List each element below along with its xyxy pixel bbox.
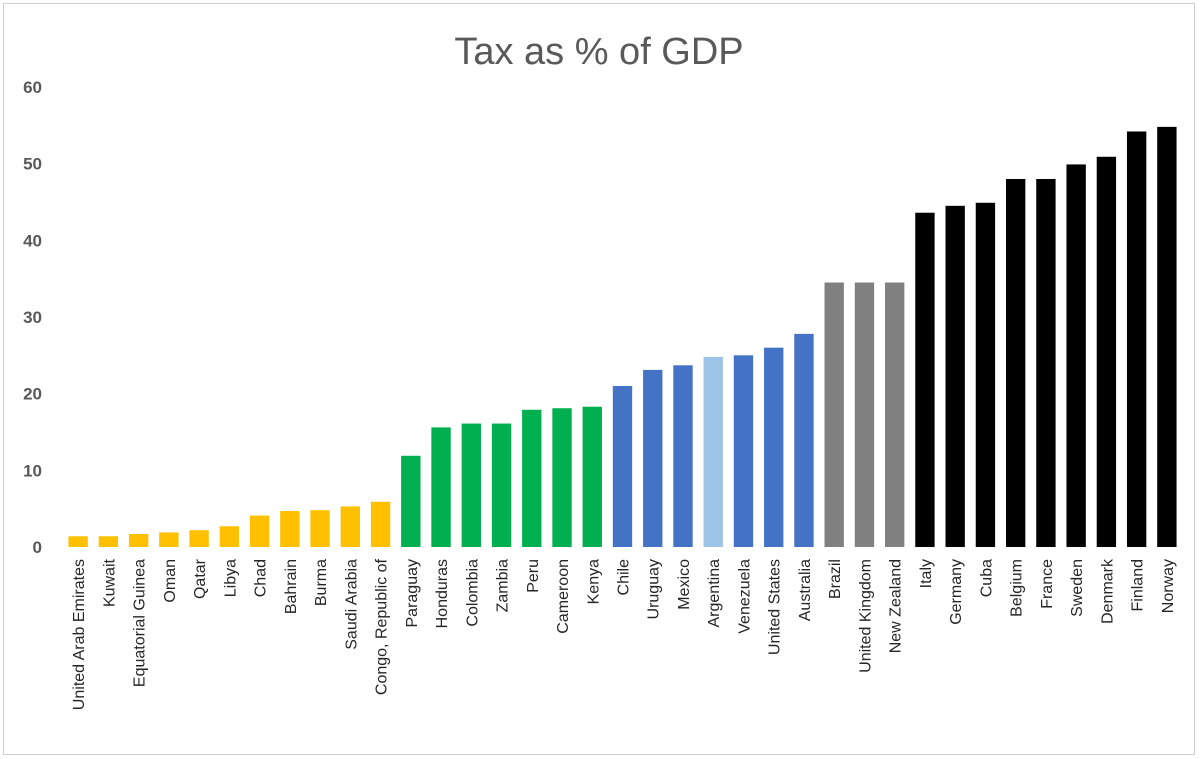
bar bbox=[522, 409, 542, 547]
x-tick-label: Paraguay bbox=[404, 559, 421, 628]
bar bbox=[249, 515, 270, 547]
bar bbox=[68, 536, 88, 547]
chart-title: Tax as % of GDP bbox=[454, 31, 743, 73]
y-tick-label: 60 bbox=[23, 78, 42, 97]
x-tick-label: Peru bbox=[525, 559, 542, 593]
x-tick-label: Colombia bbox=[464, 559, 481, 627]
bar bbox=[915, 212, 935, 548]
y-tick-label: 0 bbox=[33, 538, 42, 557]
bar bbox=[280, 510, 300, 547]
bar bbox=[189, 530, 209, 547]
bar bbox=[370, 501, 391, 547]
bar bbox=[1005, 179, 1026, 547]
bar bbox=[824, 282, 844, 547]
x-tick-label: Mexico bbox=[676, 559, 693, 610]
bar bbox=[552, 408, 572, 547]
bars bbox=[68, 126, 1177, 548]
x-tick-label: Argentina bbox=[706, 559, 723, 628]
x-tick-label: Sweden bbox=[1069, 559, 1086, 617]
x-tick-label: Saudi Arabia bbox=[343, 559, 360, 650]
bar bbox=[794, 333, 814, 547]
x-tick-label: Qatar bbox=[192, 558, 209, 599]
x-tick-label: Germany bbox=[948, 559, 965, 625]
x-tick-label: Australia bbox=[797, 559, 814, 621]
y-tick-label: 10 bbox=[23, 461, 42, 480]
y-tick-label: 30 bbox=[23, 308, 42, 327]
bar bbox=[854, 282, 875, 547]
x-tick-label: Denmark bbox=[1099, 558, 1116, 624]
x-tick-label: Cameroon bbox=[555, 559, 572, 634]
x-tick-label: Kuwait bbox=[101, 558, 118, 607]
x-tick-label: France bbox=[1039, 559, 1056, 609]
bar bbox=[643, 369, 663, 547]
y-axis: 0 10 20 30 40 50 60 bbox=[23, 78, 42, 557]
y-tick-label: 40 bbox=[23, 231, 42, 250]
x-tick-label: Venezuela bbox=[736, 559, 753, 634]
bar bbox=[431, 427, 451, 547]
y-tick-label: 20 bbox=[23, 385, 42, 404]
x-tick-label: Oman bbox=[162, 559, 179, 603]
bar bbox=[764, 347, 784, 547]
x-tick-label: United Arab Emirates bbox=[71, 559, 88, 710]
chart-frame bbox=[3, 3, 1195, 755]
bar bbox=[159, 532, 179, 547]
bar bbox=[612, 386, 633, 547]
x-axis: United Arab Emirates Kuwait Equatorial Gui… bbox=[71, 558, 1177, 710]
bar bbox=[733, 355, 754, 547]
x-tick-label: Belgium bbox=[1009, 559, 1026, 617]
bar bbox=[703, 356, 723, 547]
bar bbox=[1036, 179, 1056, 547]
x-tick-label: Cuba bbox=[978, 559, 995, 597]
bar bbox=[975, 202, 996, 547]
x-tick-label: Zambia bbox=[495, 559, 512, 612]
x-tick-label: Bahrain bbox=[283, 559, 300, 614]
x-tick-label: Italy bbox=[918, 559, 935, 588]
bar bbox=[945, 205, 965, 547]
bar bbox=[1157, 126, 1177, 548]
bar bbox=[128, 533, 149, 547]
x-tick-label: Finland bbox=[1130, 559, 1147, 611]
bar bbox=[310, 510, 330, 547]
y-tick-label: 50 bbox=[23, 155, 42, 174]
x-tick-label: United Kingdom bbox=[857, 559, 874, 673]
x-tick-label: Kenya bbox=[585, 559, 602, 604]
bar bbox=[461, 423, 481, 547]
x-tick-label: Honduras bbox=[434, 559, 451, 628]
x-tick-label: Chile bbox=[616, 559, 633, 596]
bar bbox=[340, 506, 360, 547]
bar bbox=[491, 423, 512, 547]
x-tick-label: Brazil bbox=[827, 559, 844, 599]
bar bbox=[1126, 131, 1147, 547]
bar bbox=[219, 526, 240, 547]
x-tick-label: Uruguay bbox=[646, 559, 663, 619]
bar bbox=[673, 365, 693, 547]
bar bbox=[885, 282, 905, 547]
bar bbox=[98, 536, 119, 547]
bar bbox=[582, 406, 602, 547]
x-tick-label: New Zealand bbox=[888, 559, 905, 653]
x-tick-label: Equatorial Guinea bbox=[132, 559, 149, 687]
x-tick-label: Congo, Republic of bbox=[374, 558, 391, 695]
bar bbox=[1096, 156, 1117, 547]
x-tick-label: Burma bbox=[313, 559, 330, 606]
x-tick-label: United States bbox=[767, 559, 784, 655]
x-tick-label: Norway bbox=[1160, 559, 1177, 613]
bar bbox=[401, 455, 421, 547]
x-tick-label: Libya bbox=[222, 559, 239, 597]
x-tick-label: Chad bbox=[253, 559, 270, 597]
bar bbox=[1066, 164, 1086, 547]
